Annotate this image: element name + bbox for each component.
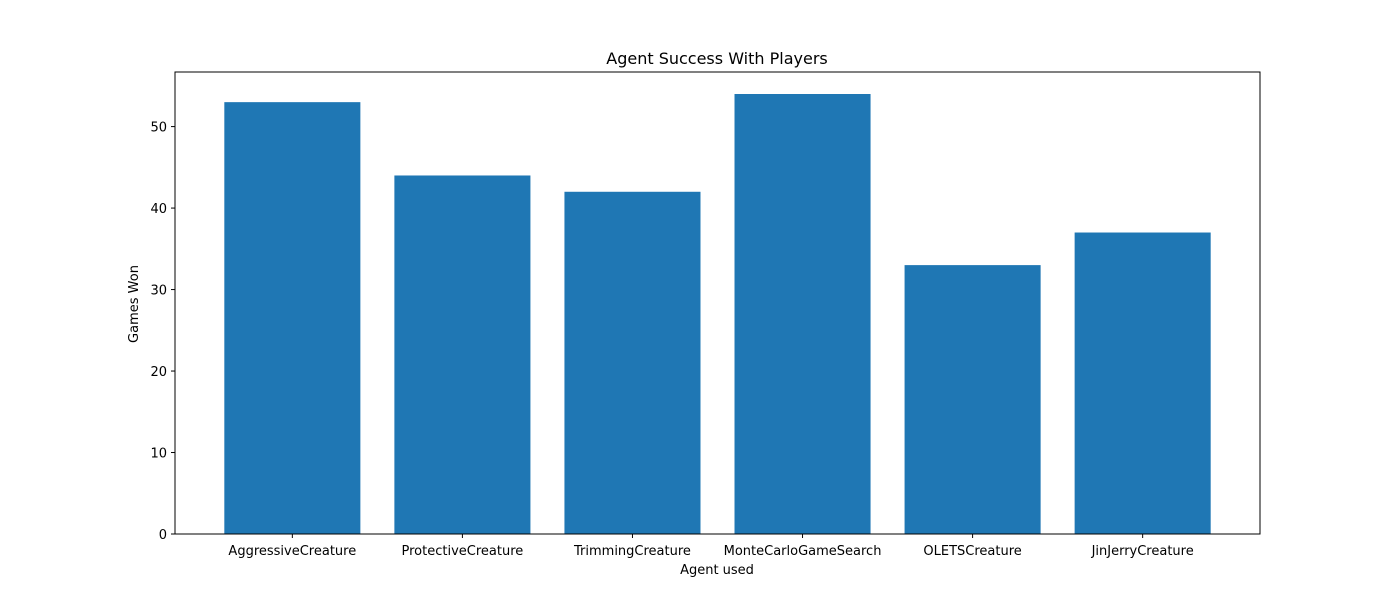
y-tick-label: 0 [159,528,167,543]
bars-layer [224,94,1211,535]
bar-OLETSCreature [904,265,1041,534]
bar-AggressiveCreature [224,102,361,535]
y-tick-label: 10 [150,447,167,462]
x-tick-label: ProtectiveCreature [402,544,524,559]
bar-TrimmingCreature [564,191,701,534]
bar-JinJerryCreature [1074,232,1211,534]
x-tick-label: MonteCarloGameSearch [724,544,882,559]
x-tick-label: TrimmingCreature [573,544,691,559]
y-tick-label: 50 [150,121,167,136]
plot-frame [174,71,1261,535]
y-tick-label: 20 [150,365,167,380]
x-axis: AggressiveCreature ProtectiveCreature Trim… [228,534,1194,559]
y-axis: 0 10 20 30 40 50 [150,121,175,543]
x-tick-label: JinJerryCreature [1091,544,1194,559]
bar-MonteCarloGameSearch [734,94,871,534]
x-axis-label: Agent used [680,563,754,578]
x-tick-label: AggressiveCreature [228,544,356,559]
x-tick-label: OLETSCreature [923,544,1021,559]
y-axis-label: Games Won [127,265,142,343]
y-tick-label: 30 [150,284,167,299]
chart-title: Agent Success With Players [606,49,827,68]
bar-ProtectiveCreature [394,175,531,534]
y-tick-label: 40 [150,202,167,217]
